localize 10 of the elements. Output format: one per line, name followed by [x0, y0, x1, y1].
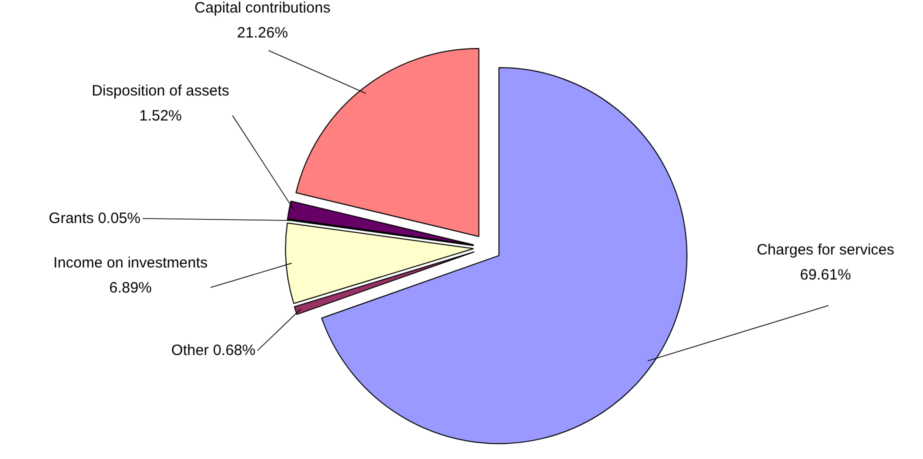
data-label: 1.52% [139, 107, 182, 124]
slice-label: Income on investments [53, 254, 208, 272]
slice-label: Disposition of assets [92, 82, 230, 100]
data-label: 6.89% [109, 279, 152, 296]
slice-label: Charges for services [756, 242, 894, 259]
slice-label: Grants 0.05% [48, 210, 141, 227]
slice-label: Capital contributions [194, 0, 330, 17]
slice-label: Other 0.68% [171, 342, 256, 359]
data-label: 21.26% [237, 24, 288, 42]
data-label: 69.61% [800, 266, 851, 284]
